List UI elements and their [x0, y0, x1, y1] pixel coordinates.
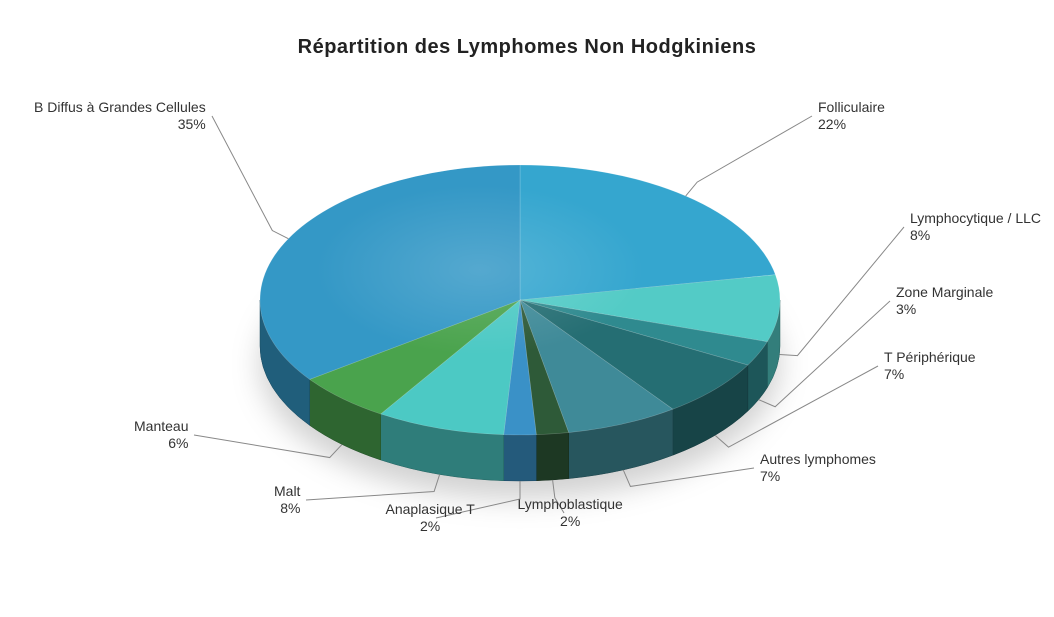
- slice-label-percent: 2%: [386, 518, 475, 536]
- slice-label-percent: 35%: [34, 116, 206, 134]
- slice-label-name: B Diffus à Grandes Cellules: [34, 99, 206, 117]
- slice-label-percent: 6%: [134, 435, 188, 453]
- slice-label: Manteau6%: [134, 418, 188, 453]
- slice-label: T Périphérique7%: [884, 349, 976, 384]
- slice-label-name: T Périphérique: [884, 349, 976, 367]
- slice-label-percent: 7%: [884, 366, 976, 384]
- slice-label-name: Autres lymphomes: [760, 451, 876, 469]
- slice-label-name: Zone Marginale: [896, 284, 993, 302]
- slice-label-percent: 8%: [274, 500, 300, 518]
- slice-label: B Diffus à Grandes Cellules35%: [34, 99, 206, 134]
- slice-label-percent: 2%: [518, 513, 623, 531]
- slice-label-name: Folliculaire: [818, 99, 885, 117]
- slice-label-percent: 8%: [910, 227, 1041, 245]
- slice-label-name: Anaplasique T: [386, 501, 475, 519]
- slice-label-percent: 22%: [818, 116, 885, 134]
- slice-label: Malt8%: [274, 483, 300, 518]
- slice-label: Anaplasique T2%: [386, 501, 475, 536]
- slice-label-name: Lymphocytique / LLC: [910, 210, 1041, 228]
- slice-label: Autres lymphomes7%: [760, 451, 876, 486]
- slice-label-name: Manteau: [134, 418, 188, 436]
- slice-label-name: Lymphoblastique: [518, 496, 623, 514]
- slice-label: Lymphoblastique2%: [518, 496, 623, 531]
- slice-label-percent: 7%: [760, 468, 876, 486]
- slice-label-percent: 3%: [896, 301, 993, 319]
- slice-label: Folliculaire22%: [818, 99, 885, 134]
- slice-label: Zone Marginale3%: [896, 284, 993, 319]
- slice-label-name: Malt: [274, 483, 300, 501]
- slice-label: Lymphocytique / LLC8%: [910, 210, 1041, 245]
